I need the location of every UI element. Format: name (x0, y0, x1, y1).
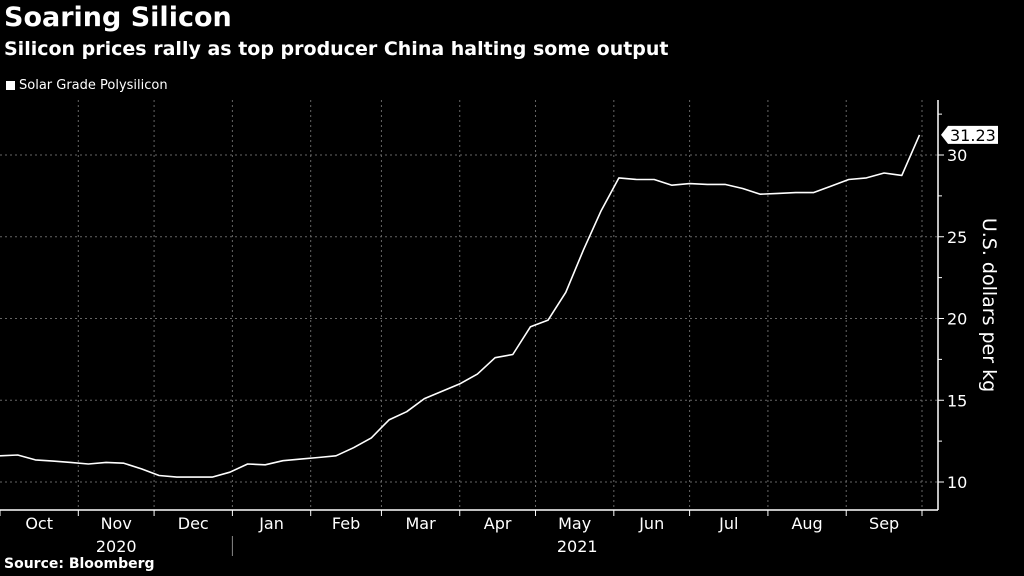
y-tick-label: 30 (947, 146, 967, 165)
year-label: 2020 (96, 537, 137, 556)
x-tick-label: Jun (638, 514, 664, 533)
x-tick-label: Nov (101, 514, 132, 533)
x-tick-label: Jul (718, 514, 738, 533)
x-tick-label: Oct (25, 514, 53, 533)
y-tick-label: 15 (947, 391, 967, 410)
x-tick-label: Mar (405, 514, 436, 533)
x-tick-label: Sep (869, 514, 899, 533)
last-value-callout (941, 125, 998, 144)
source-note: Source: Bloomberg (4, 556, 155, 572)
chart-title: Soaring Silicon (4, 2, 232, 33)
y-tick-label: 25 (947, 228, 967, 247)
last-value-label: 31.23 (950, 126, 996, 145)
y-tick-label: 10 (947, 473, 967, 492)
y-tick-label: 20 (947, 310, 967, 329)
x-tick-label: Aug (791, 514, 822, 533)
y-axis-label: U.S. dollars per kg (978, 218, 1000, 392)
legend: Solar Grade Polysilicon (6, 78, 168, 93)
x-tick-label: Dec (178, 514, 209, 533)
x-tick-label: Feb (332, 514, 360, 533)
year-label: 2021 (557, 537, 598, 556)
series-line (0, 134, 921, 478)
chart-subtitle: Silicon prices rally as top producer Chi… (4, 38, 669, 60)
x-tick-label: May (558, 514, 591, 533)
x-tick-label: Jan (258, 514, 284, 533)
legend-swatch (6, 81, 15, 90)
legend-label: Solar Grade Polysilicon (19, 78, 168, 93)
x-tick-label: Apr (484, 514, 512, 533)
